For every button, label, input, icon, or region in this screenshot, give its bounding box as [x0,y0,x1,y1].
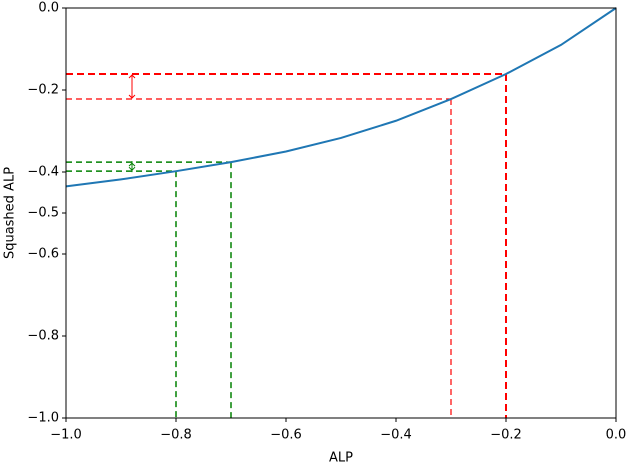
x-tick-label: −1.0 [50,428,82,443]
y-tick-label: −0.8 [27,329,59,344]
y-tick-label: 0.0 [38,1,59,16]
arrow-head [128,74,136,99]
x-tick-label: 0.0 [606,428,627,443]
line-series [65,7,617,188]
y-tick-label: −1.0 [27,411,59,426]
y-tick-label: −0.6 [27,247,59,262]
x-tick-label: −0.6 [270,428,302,443]
y-axis-label: Squashed ALP [3,167,18,259]
y-tick-label: −0.5 [27,206,59,221]
y-tick-label: −0.4 [27,165,59,180]
plot-frame [65,7,617,419]
x-tick-label: −0.8 [160,428,192,443]
x-axis-label: ALP [329,451,353,466]
x-tick-label: −0.2 [490,428,522,443]
y-tick-label: −0.2 [27,83,59,98]
x-tick-label: −0.4 [380,428,412,443]
arrow-head [128,162,136,171]
